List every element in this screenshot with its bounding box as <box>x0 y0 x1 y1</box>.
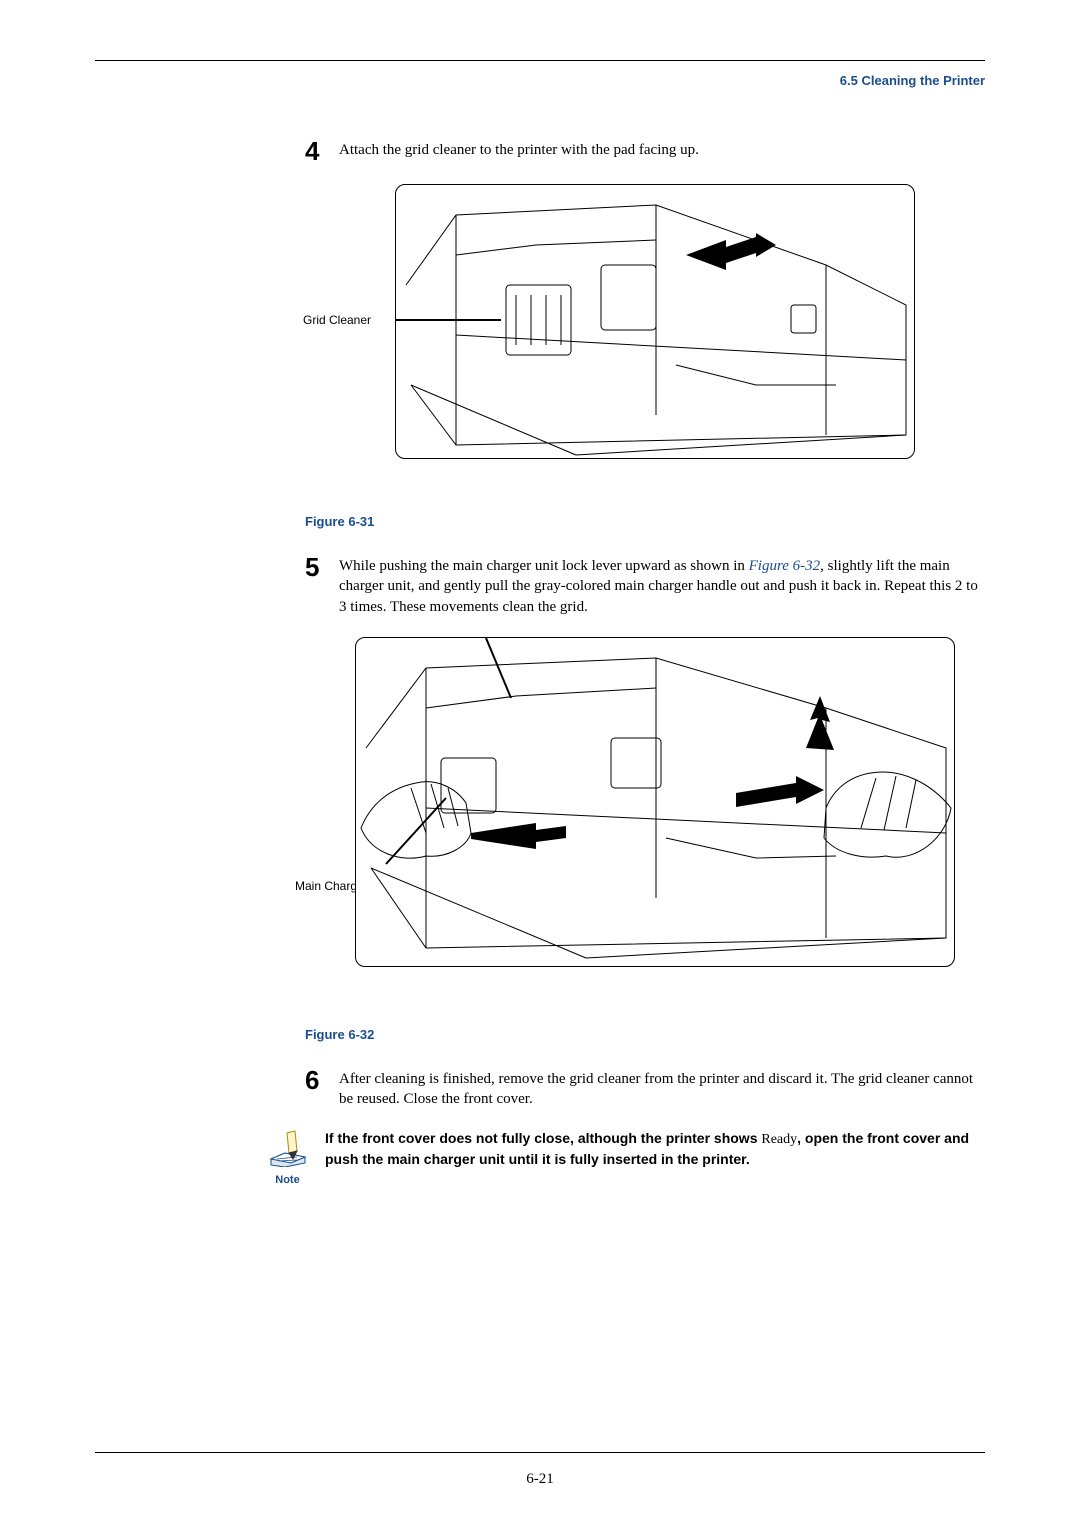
page-number: 6-21 <box>95 1471 985 1488</box>
step-6: 6 After cleaning is finished, remove the… <box>305 1067 985 1110</box>
step-5: 5 While pushing the main charger unit lo… <box>305 554 985 617</box>
lineart-svg <box>396 185 915 459</box>
note-block: Note If the front cover does not fully c… <box>260 1129 985 1186</box>
step-text: After cleaning is finished, remove the g… <box>339 1067 985 1110</box>
note-pre: If the front cover does not fully close,… <box>325 1130 761 1146</box>
figure-caption-31: Figure 6-31 <box>305 514 985 529</box>
diagram-box <box>395 184 915 459</box>
step-number: 5 <box>305 554 339 617</box>
step-text: While pushing the main charger unit lock… <box>339 554 985 617</box>
figure-6-31: Grid Cleaner <box>305 184 985 484</box>
bottom-rule <box>95 1452 985 1453</box>
step-number: 4 <box>305 138 339 164</box>
note-book-icon <box>267 1129 309 1167</box>
note-text: If the front cover does not fully close,… <box>315 1129 985 1169</box>
figure-link[interactable]: Figure 6-32 <box>749 558 821 574</box>
figure-6-32: Lock Lever Main Charger Unit <box>305 637 985 997</box>
step-number: 6 <box>305 1067 339 1110</box>
step-text: Attach the grid cleaner to the printer w… <box>339 138 985 164</box>
section-header: 6.5 Cleaning the Printer <box>95 73 985 88</box>
lineart-svg <box>356 638 955 967</box>
note-label: Note <box>260 1174 315 1186</box>
diagram-box <box>355 637 955 967</box>
top-rule <box>95 60 985 61</box>
step5-pre: While pushing the main charger unit lock… <box>339 558 749 574</box>
note-ready: Ready <box>761 1132 797 1147</box>
figure-caption-32: Figure 6-32 <box>305 1027 985 1042</box>
document-page: 6.5 Cleaning the Printer 4 Attach the gr… <box>0 0 1080 1528</box>
callout-grid-cleaner: Grid Cleaner <box>303 313 371 327</box>
step-4: 4 Attach the grid cleaner to the printer… <box>305 138 985 164</box>
page-footer: 6-21 <box>95 1452 985 1488</box>
note-icon-wrap: Note <box>260 1129 315 1186</box>
